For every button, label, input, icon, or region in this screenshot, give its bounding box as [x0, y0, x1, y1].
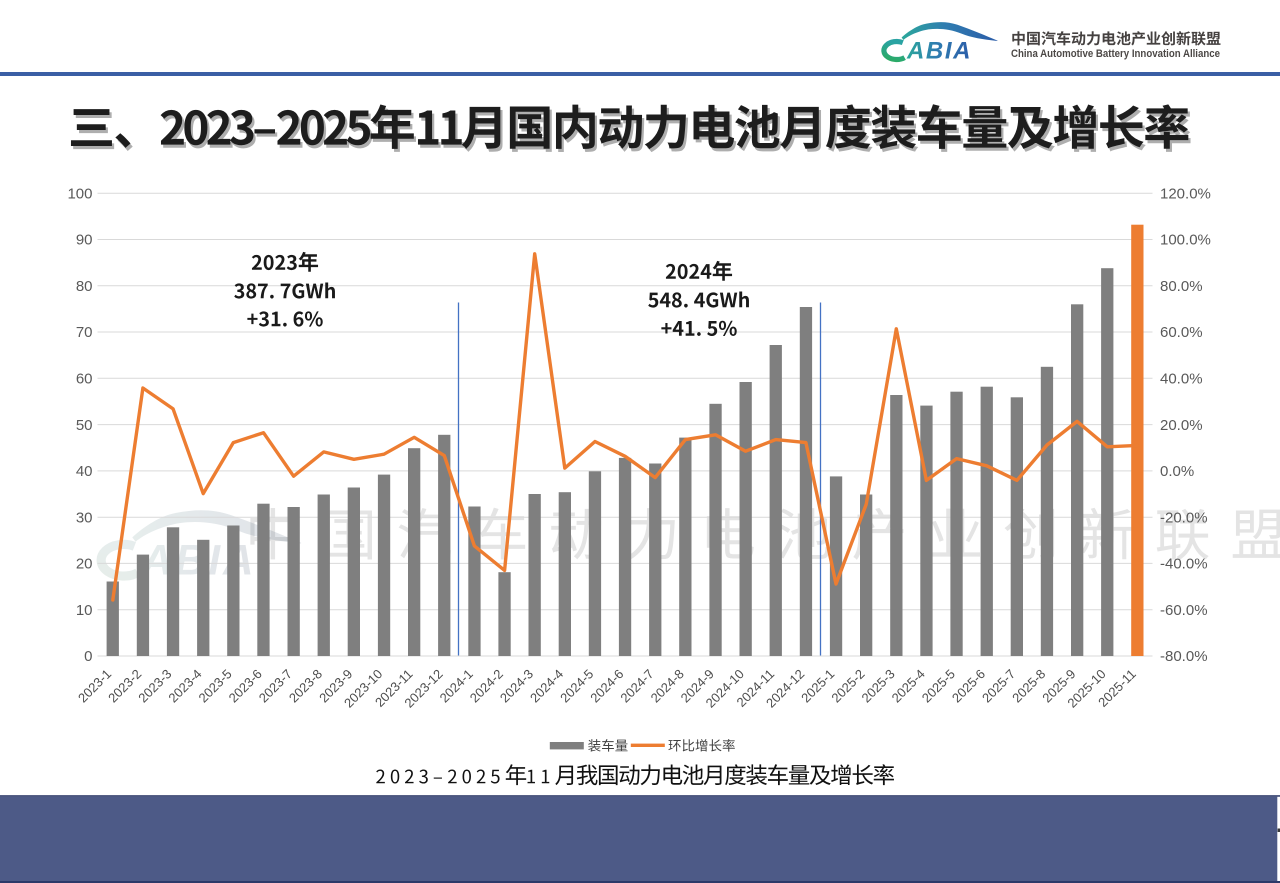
svg-text:60: 60	[76, 371, 93, 388]
svg-text:0.0%: 0.0%	[1160, 463, 1194, 480]
svg-text:China Automotive Battery Innov: China Automotive Battery Innovation Alli…	[1011, 48, 1220, 60]
svg-text:90: 90	[76, 232, 93, 249]
svg-text:120.0%: 120.0%	[1160, 185, 1211, 202]
svg-text:10: 10	[76, 602, 93, 619]
svg-text:-40.0%: -40.0%	[1160, 556, 1208, 573]
svg-text:100.0%: 100.0%	[1160, 232, 1211, 249]
svg-text:50: 50	[76, 417, 93, 434]
svg-text:80.0%: 80.0%	[1160, 278, 1203, 295]
svg-text:20.0%: 20.0%	[1160, 417, 1203, 434]
svg-text:-60.0%: -60.0%	[1160, 602, 1208, 619]
svg-text:30: 30	[76, 509, 93, 526]
svg-text:70: 70	[76, 324, 93, 341]
svg-text:0: 0	[84, 648, 92, 665]
svg-text:-80.0%: -80.0%	[1160, 648, 1208, 665]
svg-text:80: 80	[76, 278, 93, 295]
svg-text:100: 100	[67, 185, 92, 202]
svg-text:60.0%: 60.0%	[1160, 324, 1203, 341]
svg-text:40: 40	[76, 463, 93, 480]
svg-text:40.0%: 40.0%	[1160, 371, 1203, 388]
svg-text:-20.0%: -20.0%	[1160, 509, 1208, 526]
svg-text:20: 20	[76, 556, 93, 573]
